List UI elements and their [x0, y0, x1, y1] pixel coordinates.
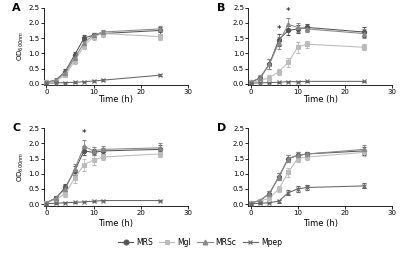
Y-axis label: OD$_{600nm}$: OD$_{600nm}$ — [16, 152, 26, 182]
Text: *: * — [286, 7, 290, 16]
Text: Time (h): Time (h) — [98, 96, 134, 104]
Text: B: B — [216, 3, 225, 13]
Text: *: * — [276, 25, 281, 34]
Legend: MRS, Mgl, MRSc, Mpep: MRS, Mgl, MRSc, Mpep — [115, 235, 285, 250]
Y-axis label: OD$_{600nm}$: OD$_{600nm}$ — [16, 31, 26, 61]
Text: D: D — [216, 123, 226, 133]
Text: *: * — [82, 129, 86, 138]
Text: A: A — [12, 3, 21, 13]
Text: Time (h): Time (h) — [302, 96, 338, 104]
X-axis label: Time (h): Time (h) — [98, 219, 134, 228]
X-axis label: Time (h): Time (h) — [302, 219, 338, 228]
Text: C: C — [12, 123, 20, 133]
